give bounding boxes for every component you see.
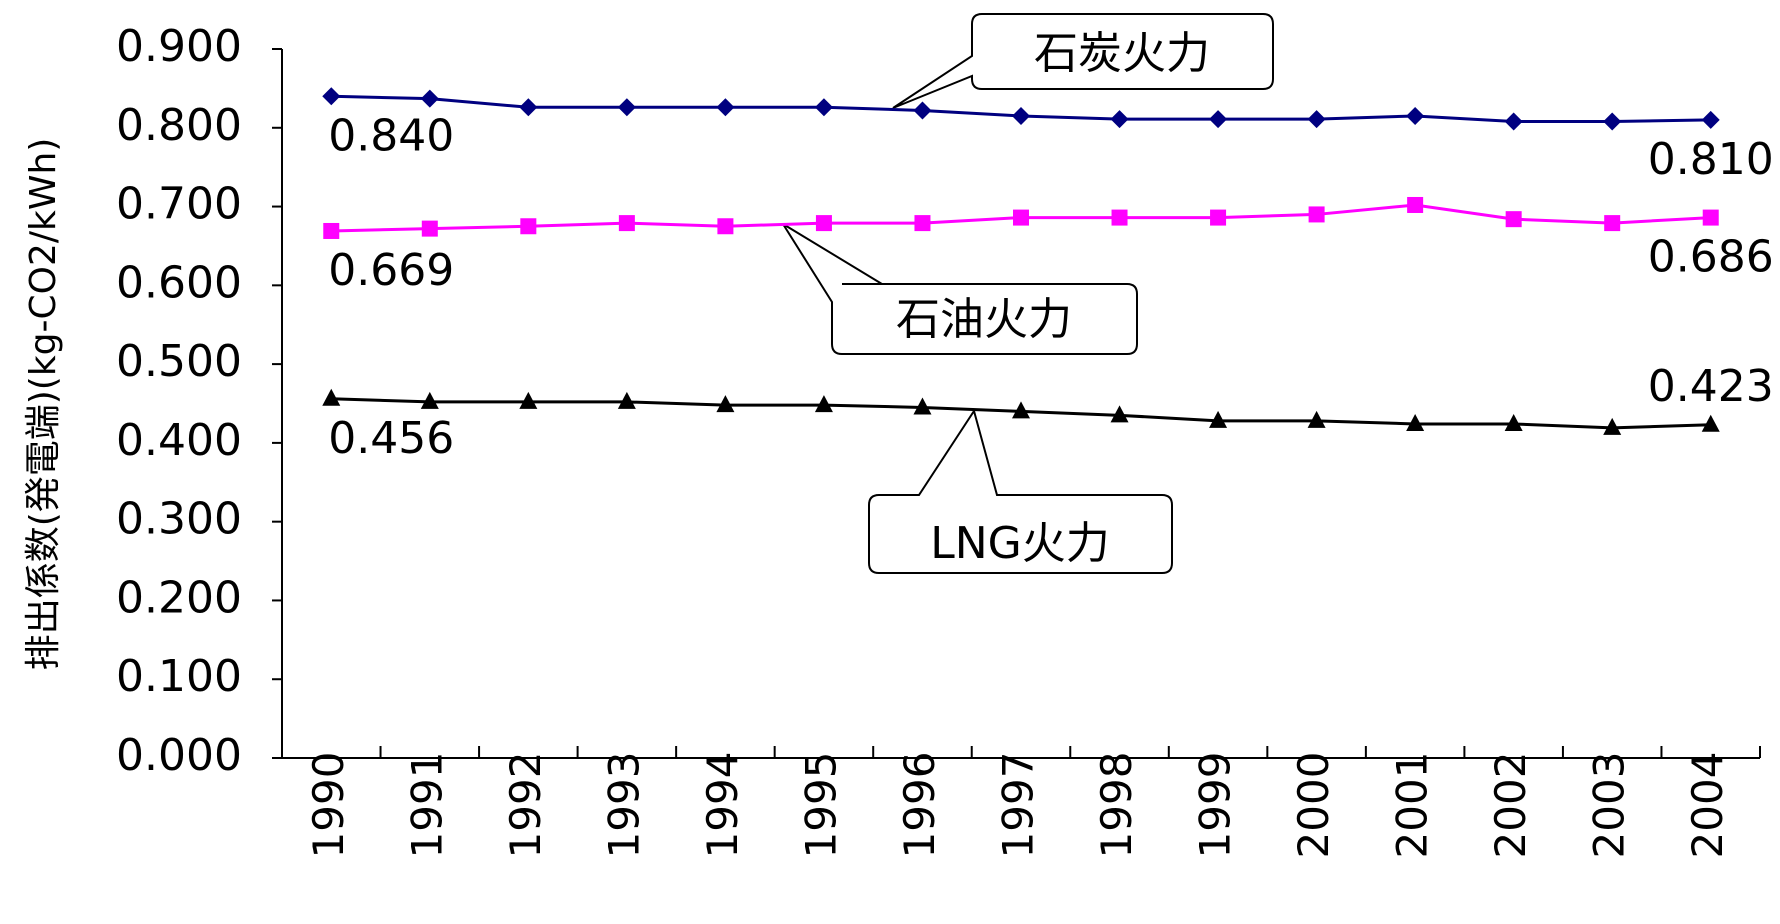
- marker: [814, 395, 833, 413]
- marker: [1407, 196, 1424, 213]
- marker: [815, 215, 832, 232]
- marker: [716, 98, 735, 117]
- marker: [1701, 110, 1720, 129]
- y-tick-label: 0.800: [116, 100, 242, 151]
- y-tick-label: 0.000: [116, 730, 242, 781]
- callout-label: 石炭火力: [1034, 28, 1210, 79]
- value-label: 0.669: [328, 245, 454, 296]
- marker: [716, 395, 735, 413]
- marker: [322, 388, 341, 406]
- value-label: 0.840: [328, 110, 454, 161]
- marker: [519, 98, 538, 117]
- marker: [519, 391, 538, 409]
- marker: [421, 220, 438, 237]
- marker: [1504, 112, 1523, 131]
- marker: [1111, 209, 1128, 226]
- x-tick-label: 2002: [1486, 752, 1535, 859]
- x-tick-label: 1998: [1092, 752, 1141, 859]
- callout-box: [782, 223, 1138, 355]
- y-tick-label: 0.900: [116, 21, 242, 72]
- callout-box: [892, 13, 1274, 109]
- marker: [1603, 112, 1622, 131]
- callout-label: LNG火力: [930, 518, 1110, 569]
- x-tick-label: 1992: [501, 752, 550, 859]
- marker: [1209, 410, 1228, 428]
- marker: [1406, 106, 1425, 125]
- marker: [618, 215, 635, 232]
- marker: [814, 98, 833, 117]
- y-tick-label: 0.400: [116, 415, 242, 466]
- x-tick-label: 1993: [599, 752, 648, 859]
- marker: [323, 222, 340, 239]
- marker: [322, 87, 341, 106]
- marker: [1308, 206, 1325, 223]
- y-tick-label: 0.200: [116, 572, 242, 623]
- marker: [1012, 106, 1030, 125]
- value-label: 0.686: [1648, 232, 1774, 283]
- marker: [617, 391, 636, 409]
- marker: [1013, 209, 1029, 226]
- marker: [617, 98, 636, 117]
- marker: [1504, 413, 1523, 431]
- y-axis-title: 排出係数(発電端)(kg-CO2/kWh): [23, 138, 64, 671]
- marker: [913, 397, 932, 415]
- marker: [520, 218, 537, 235]
- marker: [1210, 209, 1227, 226]
- marker: [914, 215, 931, 232]
- marker: [1702, 209, 1719, 226]
- x-tick-label: 1991: [402, 752, 451, 859]
- callout-label: 石油火力: [896, 294, 1072, 345]
- y-tick-label: 0.300: [116, 494, 242, 545]
- marker: [1110, 110, 1129, 129]
- marker: [420, 391, 439, 409]
- x-tick-label: 1995: [796, 752, 845, 859]
- x-tick-label: 1997: [994, 752, 1043, 859]
- marker: [1307, 410, 1326, 428]
- marker: [1701, 414, 1720, 432]
- y-tick-label: 0.500: [116, 336, 242, 387]
- marker: [1209, 110, 1228, 129]
- y-tick-label: 0.700: [116, 179, 242, 230]
- x-tick-label: 2003: [1585, 752, 1634, 859]
- x-tick-label: 1999: [1191, 752, 1240, 859]
- x-tick-label: 1990: [304, 752, 353, 859]
- x-tick-label: 1996: [895, 752, 944, 859]
- marker: [717, 218, 734, 235]
- marker: [913, 101, 932, 120]
- marker: [1012, 401, 1030, 419]
- y-tick-label: 0.100: [116, 651, 242, 702]
- x-tick-label: 2004: [1683, 752, 1732, 859]
- value-label: 0.456: [328, 413, 454, 464]
- callout-box: [868, 408, 1173, 574]
- marker: [1110, 405, 1129, 423]
- marker: [1406, 413, 1425, 431]
- marker: [1505, 211, 1522, 228]
- marker: [1603, 417, 1622, 435]
- marker: [420, 89, 439, 108]
- x-tick-label: 2001: [1388, 752, 1437, 859]
- x-tick-label: 2000: [1289, 752, 1338, 859]
- marker: [1604, 215, 1621, 232]
- value-label: 0.810: [1648, 134, 1774, 185]
- marker: [1307, 110, 1326, 129]
- x-tick-label: 1994: [698, 752, 747, 859]
- y-tick-label: 0.600: [116, 257, 242, 308]
- value-label: 0.423: [1648, 361, 1774, 412]
